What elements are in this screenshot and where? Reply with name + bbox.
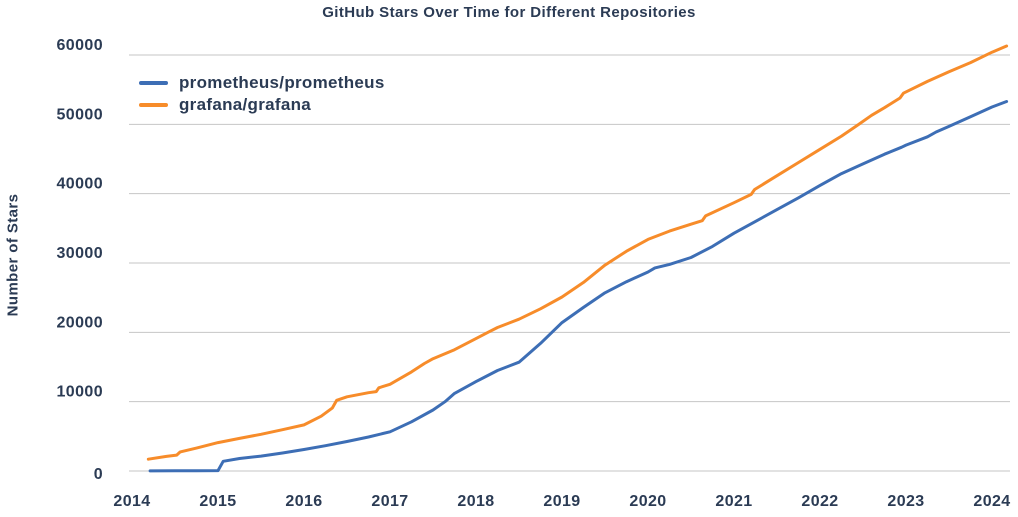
svg-text:60000: 60000: [57, 37, 104, 54]
y-axis-title: Number of Stars: [4, 193, 22, 317]
svg-text:2023: 2023: [887, 493, 924, 510]
svg-text:20000: 20000: [57, 314, 104, 331]
svg-text:2016: 2016: [285, 493, 322, 510]
legend-label-grafana: grafana/grafana: [179, 95, 312, 114]
svg-text:2022: 2022: [801, 493, 838, 510]
legend: prometheus/prometheus grafana/grafana: [139, 72, 385, 116]
svg-text:10000: 10000: [57, 384, 104, 401]
svg-text:30000: 30000: [57, 245, 104, 262]
legend-swatch-grafana: [139, 103, 168, 107]
svg-text:50000: 50000: [57, 106, 104, 123]
svg-text:2015: 2015: [199, 493, 236, 510]
svg-text:40000: 40000: [57, 176, 104, 193]
svg-text:2019: 2019: [543, 493, 580, 510]
chart-title: GitHub Stars Over Time for Different Rep…: [322, 4, 696, 21]
svg-text:2020: 2020: [629, 493, 666, 510]
svg-text:2024: 2024: [973, 493, 1010, 510]
legend-item-grafana: grafana/grafana: [139, 94, 385, 116]
svg-text:2021: 2021: [715, 493, 752, 510]
legend-swatch-prometheus: [139, 81, 168, 85]
svg-text:2018: 2018: [457, 493, 494, 510]
svg-text:2014: 2014: [113, 493, 150, 510]
svg-text:0: 0: [94, 466, 103, 483]
legend-label-prometheus: prometheus/prometheus: [179, 73, 385, 92]
legend-item-prometheus: prometheus/prometheus: [139, 72, 385, 94]
svg-text:2017: 2017: [371, 493, 408, 510]
